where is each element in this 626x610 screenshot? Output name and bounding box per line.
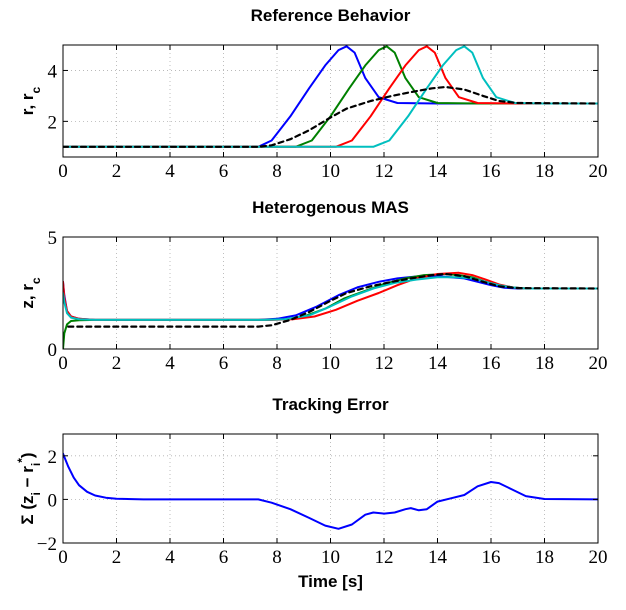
x-tick-label: 2	[112, 353, 122, 374]
x-tick-label: 20	[589, 353, 608, 374]
x-tick-label: 18	[535, 547, 554, 568]
x-tick-label: 16	[482, 353, 501, 374]
y-tick-label: 4	[48, 61, 58, 82]
x-tick-label: 14	[428, 353, 448, 374]
y-axis-label: r, rc	[18, 86, 43, 115]
chart-title: Reference Behavior	[251, 6, 411, 25]
y-tick-label: 5	[48, 228, 58, 249]
x-tick-label: 14	[428, 547, 448, 568]
x-tick-label: 0	[58, 353, 68, 374]
x-tick-label: 20	[589, 161, 608, 182]
x-tick-label: 16	[482, 161, 501, 182]
x-tick-label: 6	[219, 353, 229, 374]
x-tick-label: 8	[272, 353, 282, 374]
x-tick-label: 6	[219, 161, 229, 182]
x-tick-label: 8	[272, 547, 282, 568]
y-tick-label: 0	[48, 340, 58, 361]
y-tick-label: 2	[48, 112, 58, 133]
series-line-2	[63, 271, 598, 321]
y-axis-label: Σ (zi − ri*)	[15, 452, 43, 524]
x-tick-label: 0	[58, 161, 68, 182]
x-tick-label: 10	[321, 547, 340, 568]
x-tick-label: 6	[219, 547, 229, 568]
y-tick-label: −2	[37, 534, 57, 555]
chart-title: Tracking Error	[272, 395, 389, 414]
x-tick-label: 4	[165, 547, 175, 568]
x-tick-label: 10	[321, 353, 340, 374]
x-tick-label: 4	[165, 161, 175, 182]
x-tick-label: 20	[589, 547, 608, 568]
x-tick-label: 2	[112, 547, 122, 568]
x-tick-label: 14	[428, 161, 448, 182]
series-line-2	[63, 45, 598, 148]
y-axis-label: z, rc	[18, 277, 43, 309]
x-tick-label: 0	[58, 547, 68, 568]
x-tick-label: 18	[535, 353, 554, 374]
chart-title: Heterogenous MAS	[252, 198, 409, 217]
x-tick-label: 12	[375, 161, 394, 182]
series-line-0	[63, 45, 598, 148]
x-tick-label: 16	[482, 547, 501, 568]
series-line-0	[63, 452, 598, 530]
panel-reference-behavior: 0 2 4 6 8 10 12 14 16 18 20 2 4 Reference Behavior r, …	[18, 6, 608, 182]
x-tick-label: 2	[112, 161, 122, 182]
y-tick-label: 2	[48, 447, 58, 468]
x-tick-label: 4	[165, 353, 175, 374]
panel-heterogenous-mas: 0 2 4 6 8 10 12 14 16 18 20 0 5 Heterogenous MAS z, rc	[18, 198, 608, 374]
x-tick-label: 18	[535, 161, 554, 182]
series-line-1	[63, 45, 598, 148]
series-line-4	[67, 272, 598, 328]
x-axis-label: Time [s]	[298, 572, 363, 591]
x-tick-label: 10	[321, 161, 340, 182]
series-line-4	[63, 85, 598, 148]
x-tick-label: 12	[375, 547, 394, 568]
y-tick-label: 0	[48, 490, 58, 511]
x-tick-label: 12	[375, 353, 394, 374]
x-tick-label: 8	[272, 161, 282, 182]
